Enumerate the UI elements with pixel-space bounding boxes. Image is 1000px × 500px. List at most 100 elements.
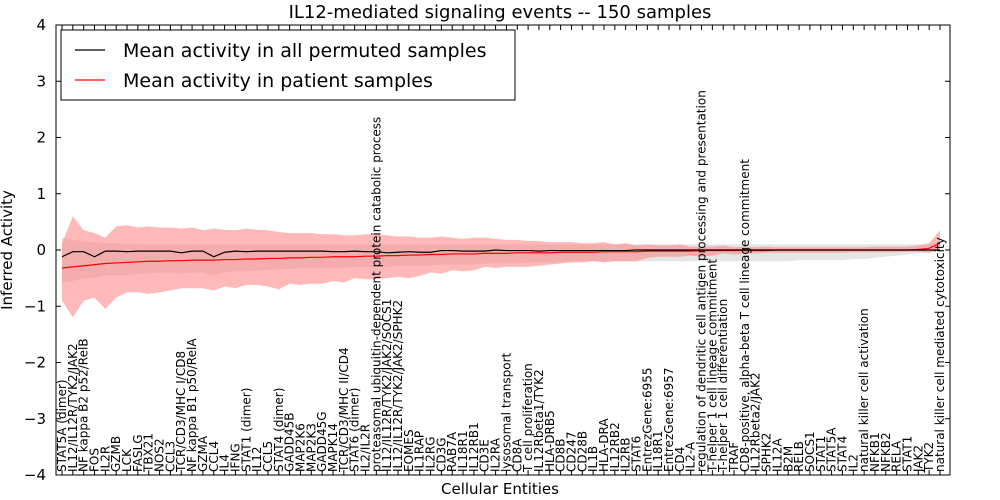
x-tick-label: RAB7A bbox=[445, 431, 459, 472]
x-tick-label: TYK2 bbox=[922, 442, 936, 473]
x-tick-label: CD3G bbox=[434, 437, 448, 472]
x-tick-label: CD247 bbox=[564, 431, 578, 472]
x-tick-label: HLA-DRA bbox=[597, 418, 611, 472]
x-tick-label: LCK bbox=[120, 448, 134, 472]
x-tick-label: T-helper 1 cell differentiation bbox=[716, 299, 730, 473]
x-tick-label: EntrezGene:6957 bbox=[662, 368, 676, 473]
x-tick-label: IL2RB bbox=[619, 438, 633, 472]
y-tick-label: −1 bbox=[24, 297, 46, 315]
x-tick-label: natural killer cell activation bbox=[857, 308, 871, 472]
x-tick-label: IL1B bbox=[586, 446, 600, 472]
y-tick-label: −4 bbox=[24, 466, 46, 484]
x-tick-label: B2M bbox=[781, 446, 795, 472]
x-tick-label: CD8A bbox=[510, 438, 524, 472]
permuted-mean-line bbox=[61, 249, 940, 258]
y-tick-label: 2 bbox=[36, 129, 46, 147]
x-tick-label: IL12 bbox=[250, 447, 264, 473]
y-tick-label: 3 bbox=[36, 72, 46, 90]
y-axis: −4 −3 −2 −1 0 1 2 3 4 bbox=[24, 16, 950, 484]
x-tick-label: STAT5A bbox=[825, 427, 839, 472]
x-tick-label: CD28B bbox=[575, 431, 589, 472]
x-tick-label: GZMA bbox=[196, 435, 210, 472]
chart-title: IL12-mediated signaling events -- 150 sa… bbox=[289, 2, 712, 23]
x-tick-label: IL2R bbox=[98, 446, 112, 472]
y-axis-title: Inferred Activity bbox=[0, 190, 16, 310]
x-tick-label: T-helper 1 cell lineage commitment bbox=[705, 259, 719, 473]
x-tick-label: NOS2 bbox=[153, 438, 167, 472]
x-tick-label: CD3E bbox=[478, 439, 492, 472]
legend: Mean activity in all permuted samples Me… bbox=[60, 29, 516, 101]
x-tick-label: IL4 bbox=[218, 454, 232, 472]
x-tick-label: IL2/IL2R bbox=[359, 424, 373, 472]
x-tick-label: HLA-DRB5 bbox=[543, 410, 557, 472]
legend-label-patient: Mean activity in patient samples bbox=[123, 70, 433, 92]
x-tick-label: STAT6 bbox=[629, 436, 643, 472]
x-tick-label: STAT4 bbox=[835, 436, 849, 472]
x-tick-label: IL2RA bbox=[489, 437, 503, 472]
x-tick-label: NFKB1 bbox=[868, 432, 882, 472]
x-tick-label: CCL4 bbox=[207, 441, 221, 472]
x-tick-label: IFNG bbox=[228, 443, 242, 472]
x-tick-label: NF kappa B1 p50/RelA bbox=[185, 338, 199, 472]
x-tick-label: FOS bbox=[88, 448, 102, 472]
x-tick-label: GADD45B bbox=[283, 413, 297, 473]
x-tick-label: proteasomal ubiquitin-dependent protein … bbox=[369, 117, 383, 472]
x-tick-label: TRAF bbox=[727, 442, 741, 473]
x-tick-label: CD4 bbox=[673, 447, 687, 472]
x-tick-label: IL12A bbox=[770, 438, 784, 472]
x-tick-label: SOCS1 bbox=[803, 431, 817, 472]
x-tick-label: lysosomal transport bbox=[499, 352, 513, 472]
x-tick-label: STAT1 bbox=[900, 436, 914, 472]
x-tick-label: T cell proliferation bbox=[521, 363, 535, 473]
x-tick-label: TCR/CD3/MHC I/CD8 bbox=[174, 351, 188, 473]
x-axis-title: Cellular Entities bbox=[441, 480, 559, 498]
patient-band bbox=[62, 216, 940, 318]
x-tick-label: IL12/IL12R/TYK2/JAK2/SOCS1 bbox=[380, 299, 394, 472]
x-tick-label: SPHK2 bbox=[760, 433, 774, 472]
x-tick-label: IL12Rbeta2/JAK2 bbox=[749, 372, 763, 472]
confidence-bands bbox=[62, 216, 940, 318]
y-tick-label: 4 bbox=[36, 16, 46, 34]
x-tick-label: RELA bbox=[890, 440, 904, 472]
x-tick-label: IL18R1 bbox=[456, 431, 470, 472]
x-tick-label: JAK2 bbox=[911, 445, 925, 473]
legend-box bbox=[60, 29, 516, 101]
x-tick-label: EOMES bbox=[402, 429, 416, 472]
x-tick-label: NFKB2 bbox=[879, 432, 893, 472]
x-tick-label: MAP2K3 bbox=[304, 423, 318, 472]
y-tick-label: −2 bbox=[24, 354, 46, 372]
x-tick-label: STAT6 (dimer) bbox=[348, 388, 362, 472]
x-tick-label: TCR/CD3/MHC II/CD4 bbox=[337, 347, 351, 473]
x-tick-label: RELB bbox=[792, 441, 806, 472]
x-tick-label: MAPK14 bbox=[326, 423, 340, 472]
x-tick-label: IL2-A bbox=[684, 441, 698, 472]
x-tick-label: natural killer cell mediated cytotoxicit… bbox=[933, 237, 947, 472]
x-tick-label: IL2RG bbox=[424, 437, 438, 473]
x-tick-label: IL12Rbeta1/TYK2 bbox=[532, 369, 546, 472]
x-tick-label: GADD45G bbox=[315, 411, 329, 472]
y-tick-label: 1 bbox=[36, 185, 46, 203]
x-tick-label: FASLG bbox=[131, 434, 145, 472]
x-tick-label: regulation of dendritic cell antigen pro… bbox=[695, 90, 709, 472]
y-tick-label: 0 bbox=[36, 241, 46, 259]
x-tick-label: CD8B bbox=[554, 439, 568, 473]
x-tick-label: IL18R1 bbox=[651, 431, 665, 472]
x-tick-label: TBX21 bbox=[142, 433, 156, 473]
x-tick-label: IL12/IL12R/TYK2/JAK2 bbox=[66, 343, 80, 472]
x-tick-label: EntrezGene:6955 bbox=[640, 368, 654, 473]
x-tick-label: IL12RB2 bbox=[608, 422, 622, 472]
x-tick-label: STAT1 (dimer) bbox=[239, 388, 253, 472]
x-tick-label: STAT1 bbox=[814, 436, 828, 472]
x-tick-label: CCL5 bbox=[261, 441, 275, 472]
x-tick-label: NF kappa B2 p52/RelB bbox=[77, 338, 91, 472]
y-tick-label: −3 bbox=[24, 410, 46, 428]
x-tick-label: STAT4 (dimer) bbox=[272, 388, 286, 472]
x-tick-label: CD8-positive, alpha-beta T cell lineage … bbox=[738, 159, 752, 472]
x-tick-label: IL2 bbox=[846, 454, 860, 472]
x-tick-label: MAP2K6 bbox=[293, 423, 307, 472]
x-tick-label: IL12/IL12R/TYK2/JAK2/SPHK2 bbox=[391, 300, 405, 472]
series-lines bbox=[61, 242, 941, 269]
x-tick-label: STAT5A (dimer) bbox=[55, 379, 69, 472]
